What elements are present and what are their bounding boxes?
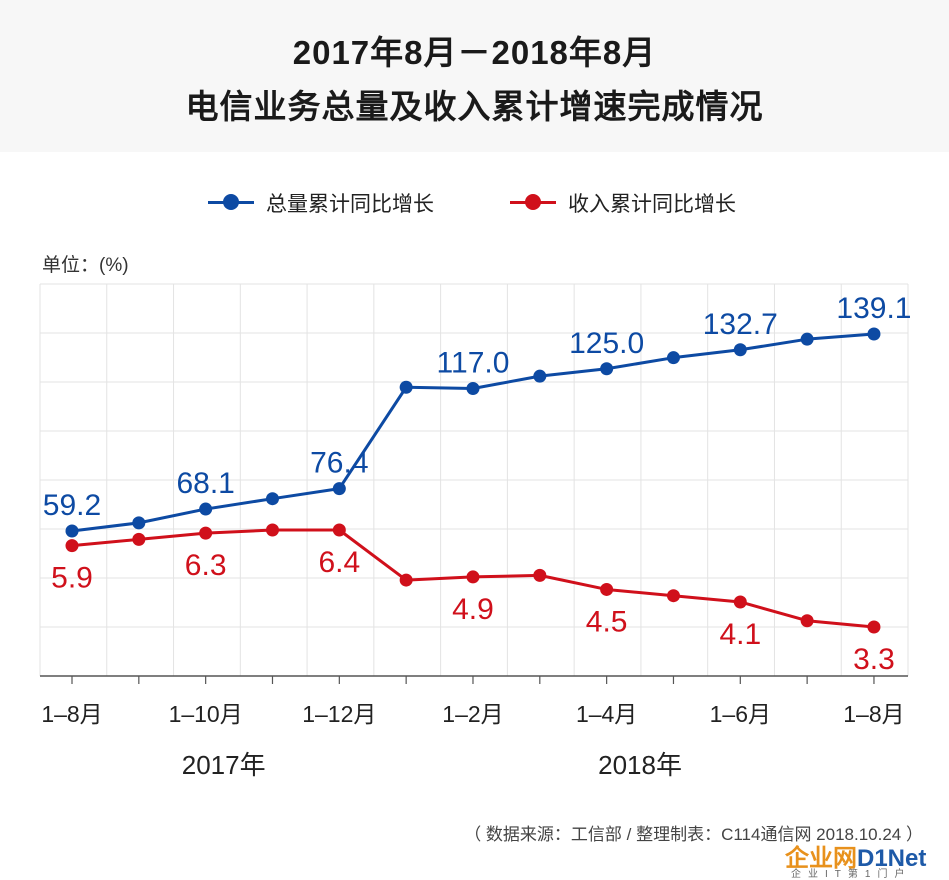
- data-point-total: [399, 380, 413, 394]
- data-point-revenue: [399, 573, 413, 587]
- x-tick-label: 1–8月: [41, 701, 102, 727]
- x-tick-label: 1–8月: [843, 701, 904, 727]
- x-tick-label: 1–6月: [710, 701, 771, 727]
- data-point-revenue: [265, 523, 279, 537]
- chart-title-line-1: 2017年8月－2018年8月: [292, 34, 657, 71]
- legend-dot-revenue: [525, 194, 541, 210]
- data-point-revenue: [533, 568, 547, 582]
- logo-text: 企业网D1Net: [785, 838, 926, 873]
- data-point-total: [733, 343, 747, 357]
- data-point-total: [800, 332, 814, 346]
- data-point-total: [466, 381, 480, 395]
- data-point-total: [332, 482, 346, 496]
- data-label-revenue: 4.1: [719, 618, 761, 651]
- data-label-total: 125.0: [569, 327, 644, 360]
- data-label-revenue: 4.9: [452, 593, 494, 626]
- x-tick-label: 1–4月: [576, 701, 637, 727]
- data-point-total: [199, 502, 213, 516]
- x-tick-label: 1–10月: [169, 701, 243, 727]
- d1net-logo: 企业网D1Net 企业IT第1门户: [785, 838, 947, 880]
- chart-title-line-2: 电信业务总量及收入累计增速完成情况: [185, 88, 764, 125]
- data-point-total: [666, 351, 680, 365]
- source-note: （ 数据来源：工信部 / 整理制表：C114通信网 2018.10.24 ）: [464, 825, 923, 844]
- data-point-total: [600, 362, 614, 376]
- data-point-revenue: [132, 532, 146, 546]
- data-label-revenue: 4.5: [586, 605, 628, 638]
- data-label-revenue: 6.3: [185, 549, 227, 582]
- data-point-revenue: [733, 595, 747, 609]
- legend-dot-total: [223, 194, 239, 210]
- logo-part-1: 企业网: [785, 845, 857, 872]
- logo-subtitle: 企业IT第1门户: [791, 869, 912, 880]
- year-label: 2018年: [598, 750, 682, 780]
- x-tick-label: 1–12月: [302, 701, 376, 727]
- data-label-revenue: 3.3: [853, 643, 895, 676]
- x-tick-label: 1–2月: [442, 701, 503, 727]
- data-point-revenue: [332, 523, 346, 537]
- legend-label-total: 总量累计同比增长: [266, 193, 434, 216]
- data-point-revenue: [65, 539, 79, 553]
- data-label-total: 59.2: [43, 489, 101, 522]
- data-point-revenue: [800, 614, 814, 628]
- data-label-revenue: 6.4: [318, 546, 360, 579]
- data-label-revenue: 5.9: [51, 562, 93, 595]
- data-point-total: [65, 524, 79, 538]
- data-point-total: [533, 369, 547, 383]
- unit-label: 单位：(%): [42, 255, 129, 276]
- data-point-revenue: [600, 582, 614, 596]
- data-label-total: 117.0: [437, 346, 510, 379]
- data-label-total: 132.7: [703, 308, 778, 341]
- logo-part-2: D1Net: [857, 845, 927, 872]
- title-band: 2017年8月－2018年8月 电信业务总量及收入累计增速完成情况: [0, 0, 949, 152]
- data-point-revenue: [867, 620, 881, 634]
- data-point-revenue: [199, 526, 213, 540]
- legend-label-revenue: 收入累计同比增长: [568, 193, 736, 216]
- data-label-total: 139.1: [836, 292, 911, 325]
- legend: 总量累计同比增长 收入累计同比增长: [0, 186, 949, 218]
- data-point-revenue: [466, 570, 480, 584]
- year-label: 2017年: [182, 750, 266, 780]
- data-point-total: [265, 492, 279, 506]
- data-point-revenue: [666, 589, 680, 603]
- data-label-total: 68.1: [176, 467, 234, 500]
- data-point-total: [132, 516, 146, 530]
- data-point-total: [867, 327, 881, 341]
- data-label-total: 76.4: [310, 447, 368, 480]
